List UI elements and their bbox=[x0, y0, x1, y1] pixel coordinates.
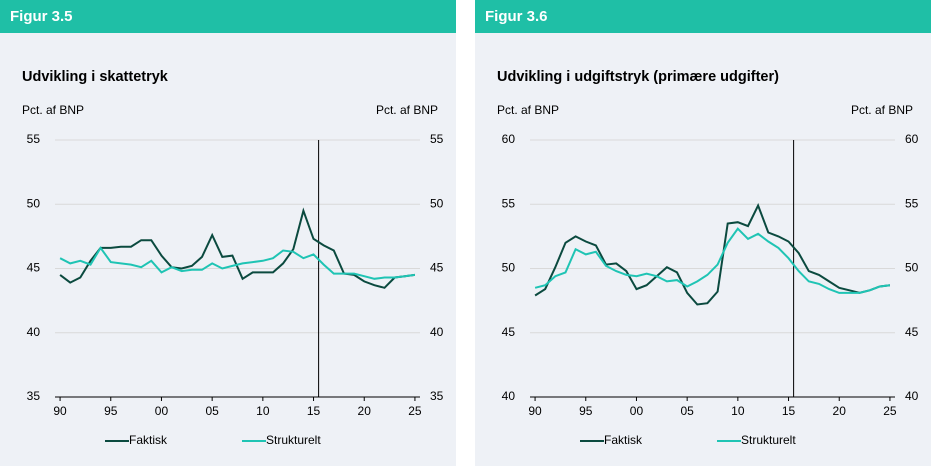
x-tick-label: 10 bbox=[256, 404, 270, 418]
series-line bbox=[59, 246, 416, 280]
x-tick-label: 90 bbox=[53, 404, 67, 418]
y-tick-label: 40 bbox=[502, 389, 516, 403]
y2-tick-label: 45 bbox=[905, 325, 919, 339]
y-tick-label: 50 bbox=[27, 196, 41, 210]
legend-label: Faktisk bbox=[129, 433, 168, 447]
y-tick-label: 45 bbox=[502, 325, 516, 339]
x-tick-label: 00 bbox=[155, 404, 169, 418]
legend-label: Strukturelt bbox=[741, 433, 796, 447]
panel-header-text: Figur 3.6 bbox=[485, 8, 548, 25]
y2-tick-label: 40 bbox=[905, 389, 919, 403]
y2-axis-label: Pct. af BNP bbox=[851, 103, 913, 117]
panel-header bbox=[475, 0, 931, 33]
y-tick-label: 55 bbox=[502, 196, 516, 210]
x-tick-label: 00 bbox=[630, 404, 644, 418]
y-tick-label: 50 bbox=[502, 261, 516, 275]
panel-header-text: Figur 3.5 bbox=[10, 8, 73, 25]
panel-header bbox=[0, 0, 456, 33]
x-tick-label: 15 bbox=[307, 404, 321, 418]
x-tick-label: 25 bbox=[883, 404, 897, 418]
series-line bbox=[534, 202, 891, 306]
x-tick-label: 95 bbox=[104, 404, 118, 418]
y-axis-label: Pct. af BNP bbox=[22, 103, 84, 117]
y2-tick-label: 40 bbox=[430, 325, 444, 339]
x-tick-label: 10 bbox=[731, 404, 745, 418]
x-tick-label: 20 bbox=[358, 404, 372, 418]
y2-tick-label: 55 bbox=[905, 196, 919, 210]
y2-tick-label: 45 bbox=[430, 261, 444, 275]
y2-tick-label: 60 bbox=[905, 132, 919, 146]
x-tick-label: 90 bbox=[528, 404, 542, 418]
series-line bbox=[59, 207, 416, 289]
x-tick-label: 95 bbox=[579, 404, 593, 418]
y2-tick-label: 35 bbox=[430, 389, 444, 403]
y2-tick-label: 50 bbox=[430, 196, 444, 210]
y-tick-label: 35 bbox=[27, 389, 41, 403]
chart-title: Udvikling i skattetryk bbox=[22, 69, 169, 85]
x-tick-label: 05 bbox=[680, 404, 694, 418]
x-tick-label: 20 bbox=[833, 404, 847, 418]
y-tick-label: 40 bbox=[27, 325, 41, 339]
y-tick-label: 60 bbox=[502, 132, 516, 146]
panel-background bbox=[475, 0, 931, 466]
x-tick-label: 05 bbox=[205, 404, 219, 418]
y2-axis-label: Pct. af BNP bbox=[376, 103, 438, 117]
y-tick-label: 55 bbox=[27, 132, 41, 146]
y-axis-label: Pct. af BNP bbox=[497, 103, 559, 117]
panel-background bbox=[0, 0, 456, 466]
chart-title: Udvikling i udgiftstryk (primære udgifte… bbox=[497, 69, 779, 85]
legend-label: Faktisk bbox=[604, 433, 643, 447]
x-tick-label: 25 bbox=[408, 404, 422, 418]
y-tick-label: 45 bbox=[27, 261, 41, 275]
legend-label: Strukturelt bbox=[266, 433, 321, 447]
series-line bbox=[534, 227, 891, 294]
y2-tick-label: 55 bbox=[430, 132, 444, 146]
y2-tick-label: 50 bbox=[905, 261, 919, 275]
x-tick-label: 15 bbox=[782, 404, 796, 418]
